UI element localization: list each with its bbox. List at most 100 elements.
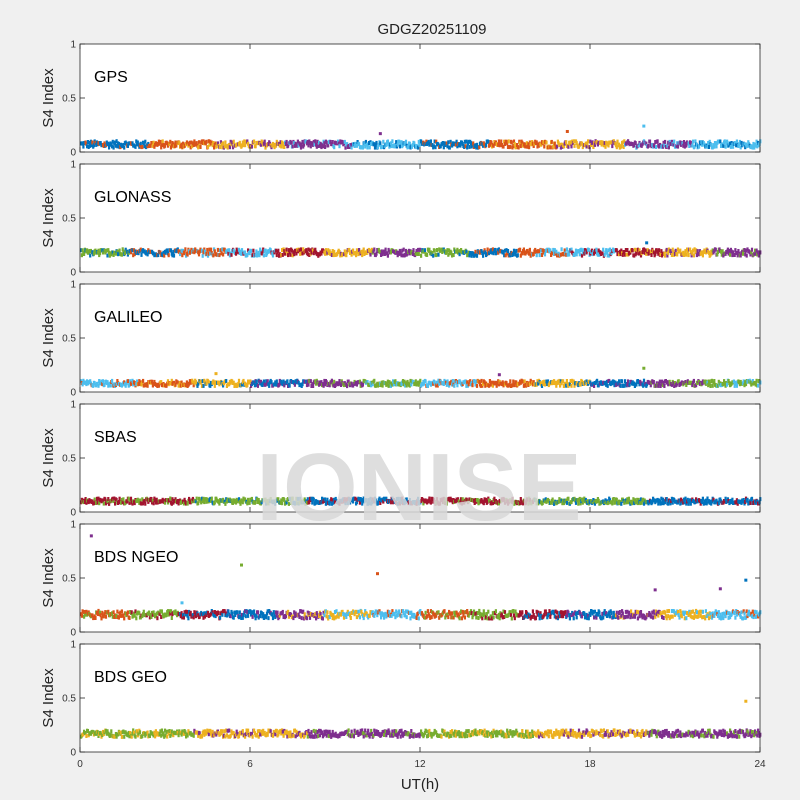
data-point [704,609,707,614]
y-tick-label: 1 [70,280,76,291]
data-point [413,141,416,146]
data-point [534,247,537,252]
data-point [484,250,487,255]
data-point [503,615,506,619]
data-point [316,139,319,144]
data-point [138,611,141,616]
data-point [307,143,310,148]
data-point [358,379,361,384]
data-point [408,383,411,388]
y-tick-label: 0.5 [62,334,76,345]
data-point [331,140,334,144]
data-point [648,380,652,385]
data-point [691,615,694,620]
data-point [511,383,514,388]
data-point [408,611,411,615]
data-point [174,382,177,387]
data-point [365,142,368,147]
data-point [480,612,483,617]
data-point [213,613,216,618]
data-point [619,252,622,257]
data-point [80,253,83,258]
data-point [231,501,235,505]
data-point [597,498,600,503]
data-point [84,731,87,735]
data-point [274,615,277,619]
data-point [693,612,696,616]
data-point [260,611,263,616]
data-point [549,248,552,253]
data-point [369,252,372,257]
data-point [164,733,167,738]
data-point [98,610,102,615]
data-point [580,379,584,384]
data-point [328,383,331,388]
data-point [696,249,699,254]
data-point [512,139,516,144]
data-point [437,610,440,615]
data-point [255,249,258,254]
data-point [720,615,723,620]
data-point [316,730,319,734]
data-point [153,379,156,384]
data-point [354,496,357,501]
data-point [189,610,192,615]
data-point [250,610,253,615]
data-point [291,253,294,258]
data-point [638,382,641,387]
data-point [201,379,204,384]
data-point [614,613,618,618]
data-point [120,252,123,257]
data-point [181,145,184,150]
data-point [365,498,368,503]
data-point [616,139,619,144]
data-point [692,615,695,620]
data-point [639,497,643,502]
data-point [193,250,196,255]
data-point [309,379,312,384]
data-point [225,733,228,738]
data-point [685,252,688,257]
data-point [724,383,727,388]
data-point [587,616,590,621]
data-point [128,616,131,620]
data-point [241,729,244,734]
data-point [559,383,562,388]
data-point [293,141,296,146]
data-point [417,145,420,150]
data-point [180,732,183,737]
data-point [238,610,241,615]
data-point [738,382,741,387]
data-point [194,614,197,619]
data-point [514,609,517,614]
data-point [95,142,98,147]
data-point [148,610,151,615]
data-point [111,144,114,149]
data-point [232,615,235,620]
data-point [408,251,411,256]
data-point [633,253,636,258]
data-point [221,145,224,150]
data-point [324,382,327,387]
data-point [519,380,522,385]
data-point [138,500,141,505]
data-point [417,252,420,256]
data-point [269,729,272,734]
data-point [720,252,723,257]
data-point [206,144,210,149]
data-point [723,499,726,504]
data-point [205,613,208,617]
data-point [320,500,323,505]
data-point [106,253,109,258]
data-point [289,252,292,257]
data-point [85,382,88,387]
data-point [117,732,120,737]
y-axis-label: S4 Index [40,188,57,248]
data-point [122,729,125,734]
data-point [315,616,318,621]
data-point [362,616,365,621]
data-point [684,610,687,615]
data-point [543,379,546,384]
data-point [243,139,246,144]
data-point [738,139,741,144]
